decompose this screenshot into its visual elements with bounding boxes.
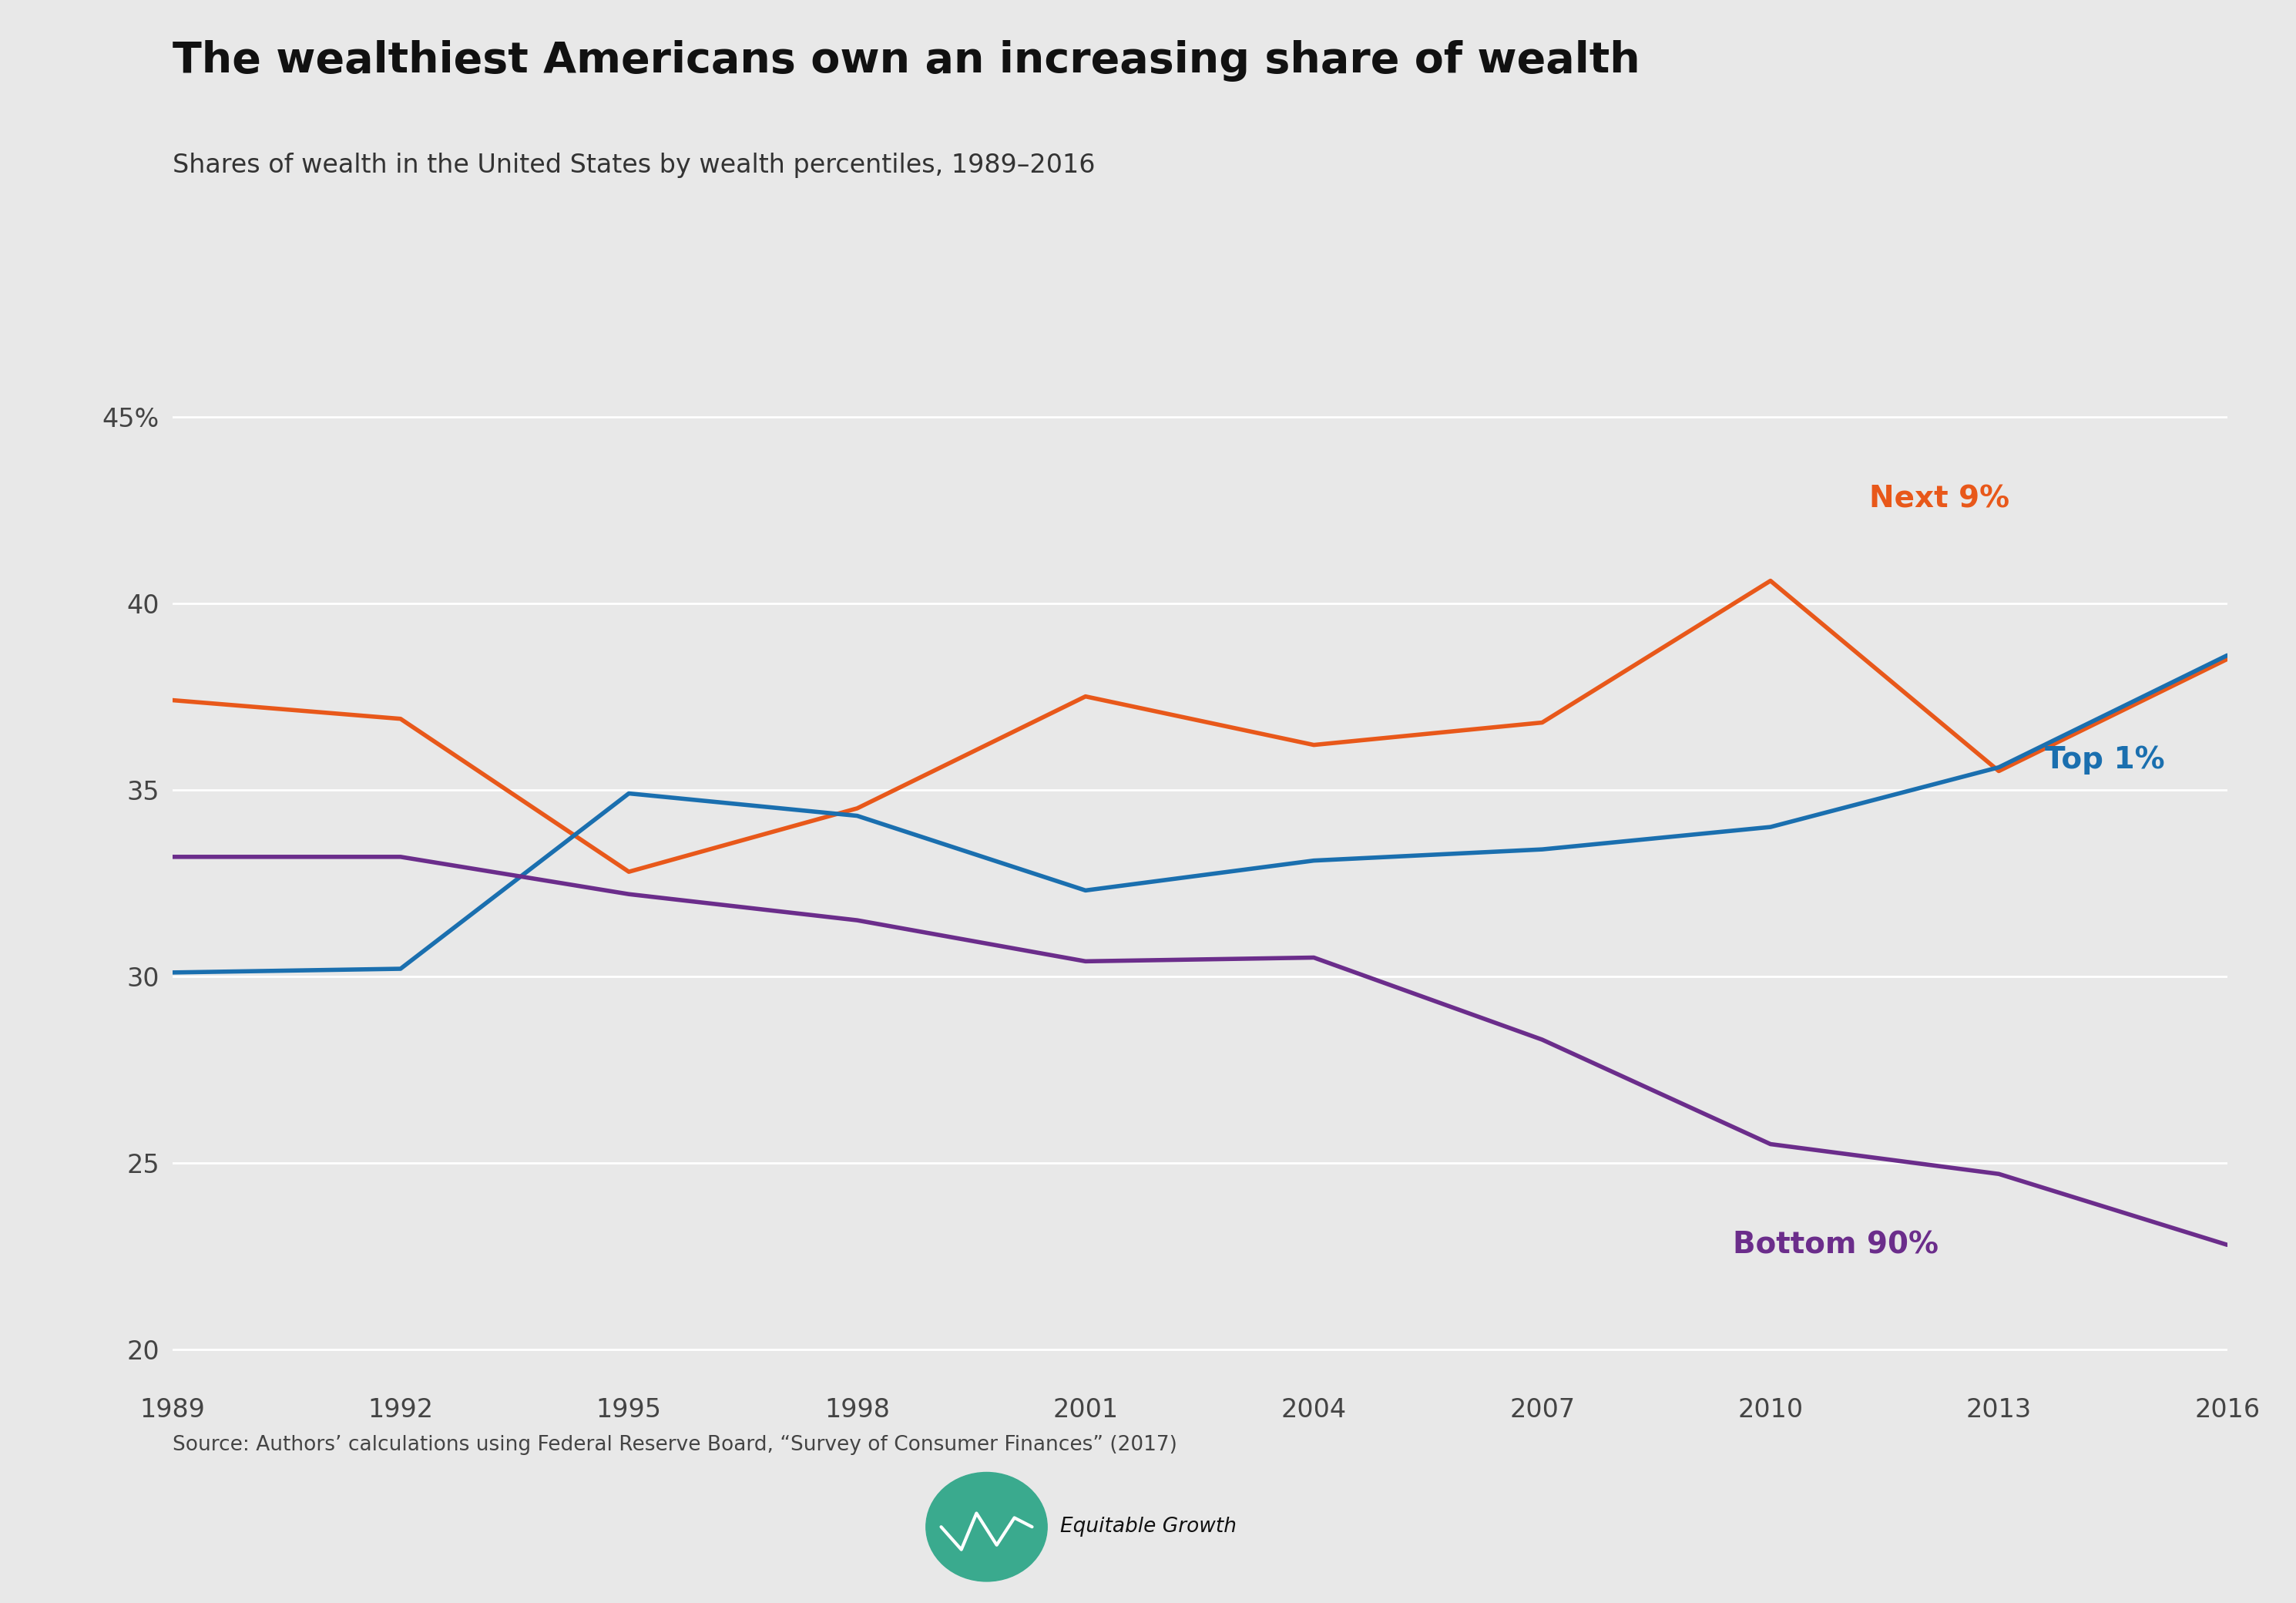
Text: Bottom 90%: Bottom 90% xyxy=(1733,1230,1938,1260)
Circle shape xyxy=(925,1472,1047,1581)
Text: Equitable Growth: Equitable Growth xyxy=(1061,1516,1235,1537)
Text: Source: Authors’ calculations using Federal Reserve Board, “Survey of Consumer F: Source: Authors’ calculations using Fede… xyxy=(172,1435,1178,1456)
Text: The wealthiest Americans own an increasing share of wealth: The wealthiest Americans own an increasi… xyxy=(172,40,1639,82)
Text: Shares of wealth in the United States by wealth percentiles, 1989–2016: Shares of wealth in the United States by… xyxy=(172,152,1095,178)
Text: Top 1%: Top 1% xyxy=(2043,745,2165,774)
Text: Next 9%: Next 9% xyxy=(1869,484,2009,513)
